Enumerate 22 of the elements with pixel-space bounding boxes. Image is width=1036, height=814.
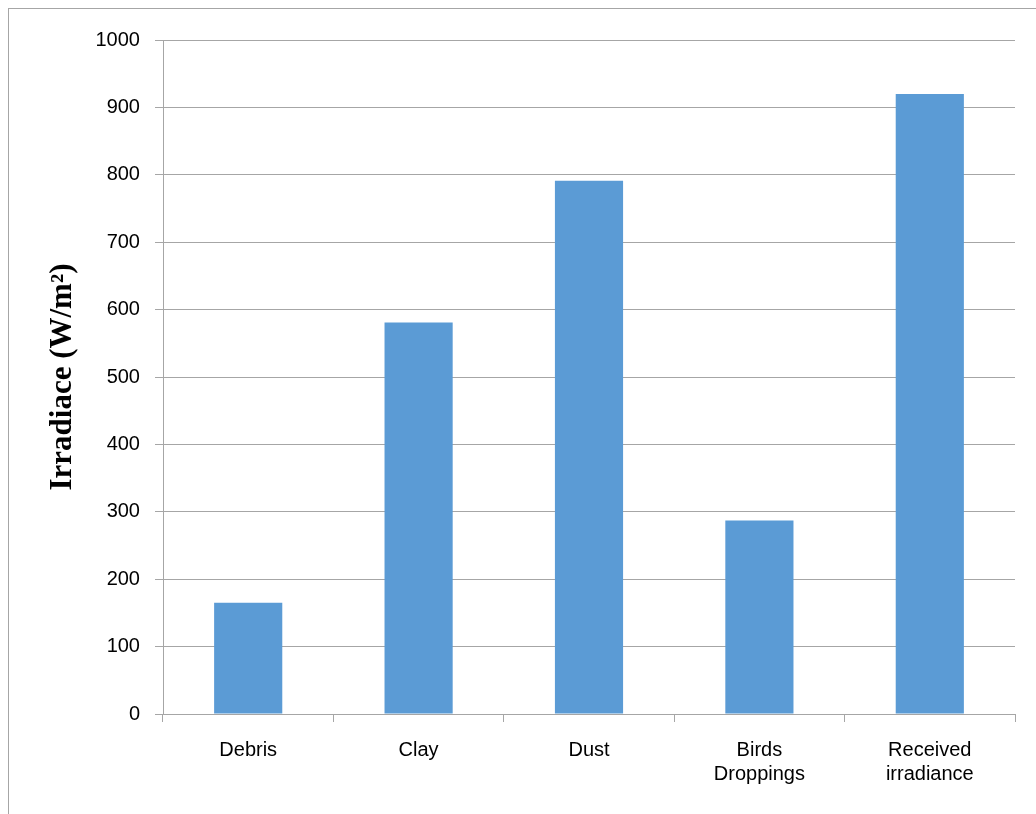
- y-axis-title: Irradiace (W/m²): [42, 263, 78, 491]
- bar: [554, 180, 624, 714]
- y-tick-label: 0: [128, 701, 140, 724]
- y-tick-label: 700: [106, 229, 140, 252]
- y-tick-label: 600: [106, 297, 140, 320]
- y-tick-label: 900: [106, 94, 140, 117]
- x-tick-label: Received irradiance: [885, 737, 974, 784]
- x-tick-label: Dust: [568, 737, 610, 760]
- x-tick-label: Debris: [219, 737, 278, 760]
- y-tick-label: 200: [106, 566, 140, 589]
- y-tick-label: 500: [106, 364, 140, 387]
- y-tick-label: 300: [106, 499, 140, 522]
- x-tick-label: Birds Droppings: [713, 737, 805, 784]
- y-tick-label: 800: [106, 162, 140, 185]
- x-tick-label: Clay: [398, 737, 439, 760]
- y-tick-label: 100: [106, 634, 140, 657]
- bar: [725, 520, 794, 714]
- y-tick-label: 1000: [95, 27, 140, 50]
- bar: [214, 602, 283, 714]
- bar: [895, 93, 964, 714]
- bar: [384, 322, 453, 714]
- y-tick-label: 400: [106, 431, 140, 454]
